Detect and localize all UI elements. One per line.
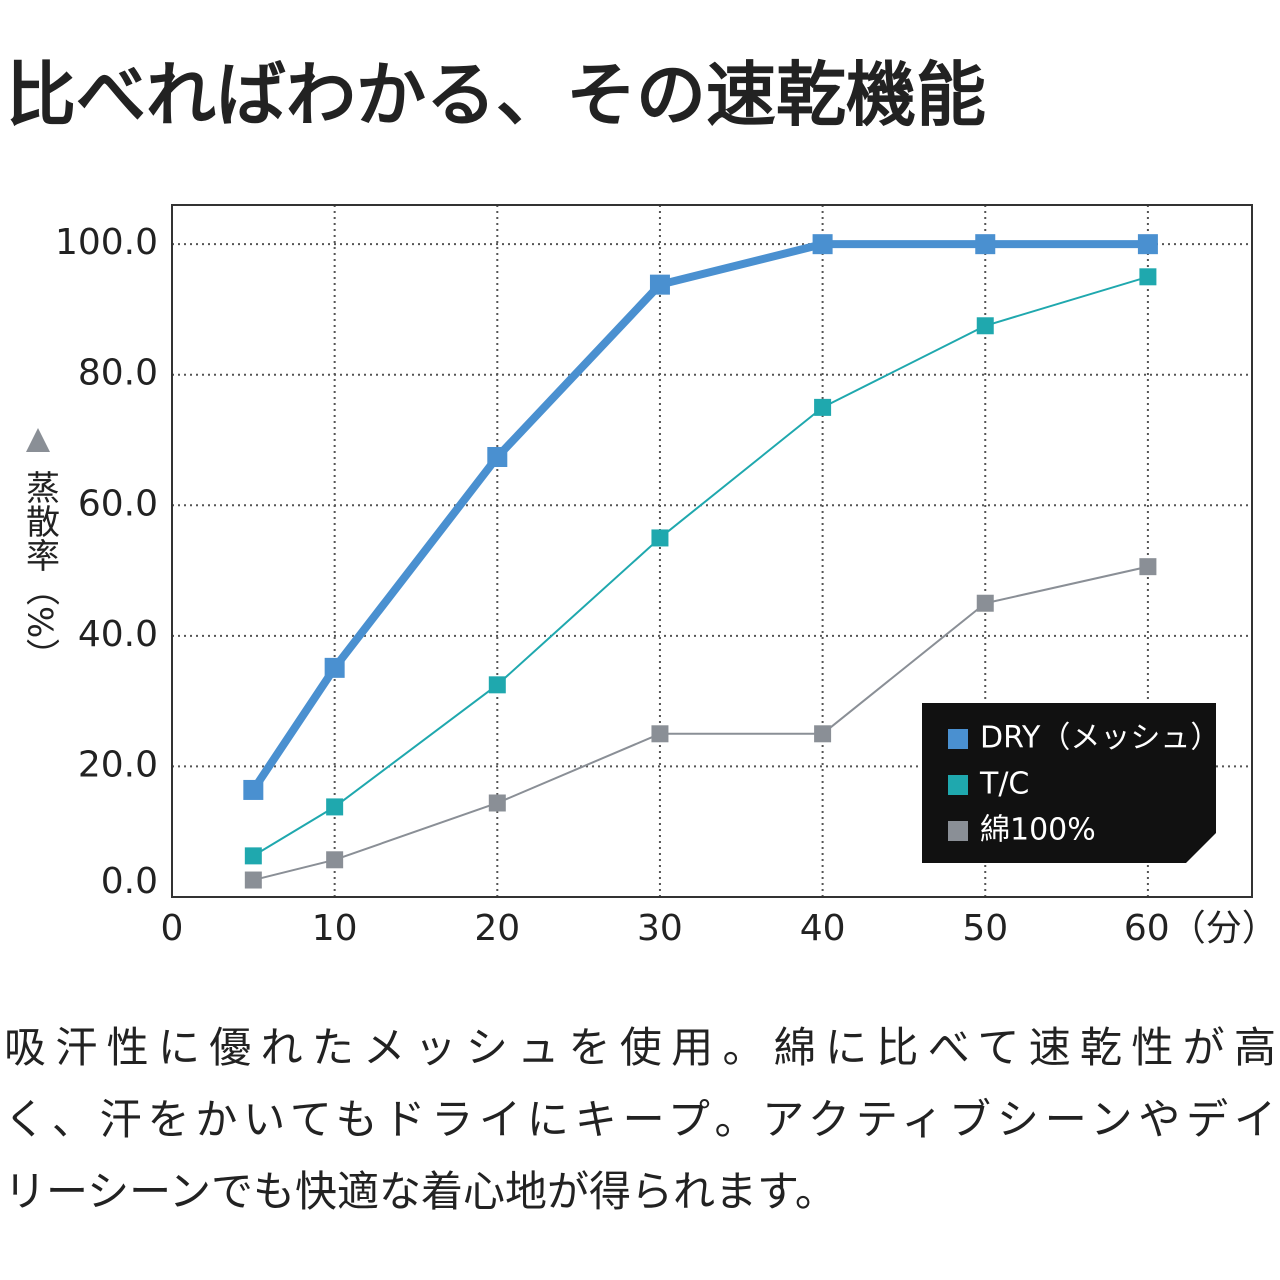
y-tick-label: 0.0 <box>101 861 158 902</box>
y-tick-label: 100.0 <box>55 222 158 263</box>
chart-title: 比べればわかる、その速乾機能 <box>6 54 986 136</box>
data-point <box>649 274 670 295</box>
data-point <box>488 794 506 812</box>
data-point <box>812 234 833 255</box>
data-point <box>326 798 344 816</box>
data-point <box>976 594 994 612</box>
data-point <box>244 871 262 889</box>
x-tick-label: 20 <box>474 908 520 949</box>
data-point <box>324 657 345 678</box>
data-point <box>976 317 994 335</box>
legend-label: 綿100% <box>980 813 1096 848</box>
x-tick-label: 0 <box>161 908 184 949</box>
axis-arrow <box>26 428 50 452</box>
y-tick-label: 60.0 <box>78 483 158 524</box>
y-axis-label: 蒸散率（%） <box>20 470 60 672</box>
data-point <box>651 529 669 547</box>
legend-label: T/C <box>979 767 1029 802</box>
x-tick-label: 30 <box>637 908 683 949</box>
x-tick-label: 10 <box>312 908 358 949</box>
legend-box <box>922 703 1216 863</box>
legend-swatch <box>948 775 968 795</box>
data-point <box>243 779 264 800</box>
legend-label: DRY（メッシュ） <box>980 721 1220 756</box>
description-line: 吸汗性に優れたメッシュを使用。綿に比べて速乾性が高 <box>4 1023 1276 1072</box>
data-point <box>326 851 344 869</box>
legend-swatch <box>948 821 968 841</box>
plot-frame <box>171 204 1253 898</box>
data-point <box>814 725 832 743</box>
x-tick-label: 50 <box>962 908 1008 949</box>
description-line: リーシーンでも快適な着心地が得られます。 <box>4 1167 837 1216</box>
description-line: く、汗をかいてもドライにキープ。アクティブシーンやデイ <box>4 1095 1276 1144</box>
data-point <box>1139 268 1157 286</box>
y-tick-label: 80.0 <box>78 353 158 394</box>
data-point <box>487 446 508 467</box>
data-point <box>1139 558 1157 576</box>
x-tick-label: 60（分） <box>1124 908 1278 949</box>
data-point <box>488 676 506 694</box>
data-point <box>244 847 262 865</box>
x-tick-label: 40 <box>800 908 846 949</box>
data-point <box>1137 234 1158 255</box>
y-tick-label: 20.0 <box>78 744 158 785</box>
data-point <box>975 234 996 255</box>
legend-swatch <box>948 729 968 749</box>
data-point <box>814 398 832 416</box>
y-tick-label: 40.0 <box>78 614 158 655</box>
data-point <box>651 725 669 743</box>
